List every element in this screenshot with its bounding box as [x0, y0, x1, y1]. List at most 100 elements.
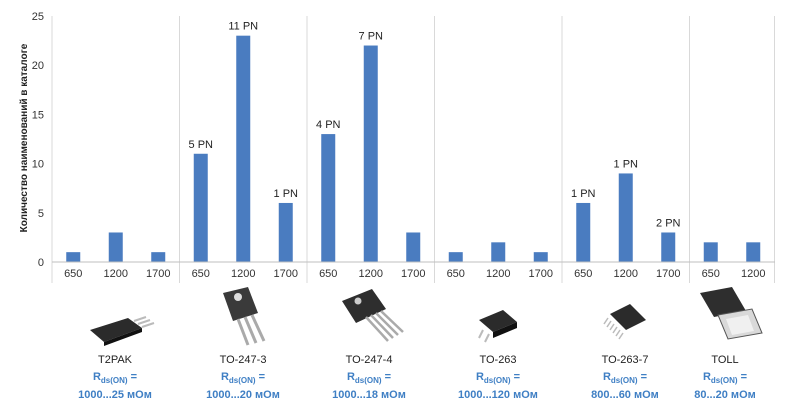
bar	[703, 242, 718, 262]
rds-range: Rds(ON) = 1000...18 мОм	[304, 370, 434, 402]
x-tick-label: 1700	[656, 268, 680, 280]
x-tick-label: 1700	[529, 268, 553, 280]
package-image-to-263-7	[560, 290, 690, 352]
rds-subscript: ds(ON)	[610, 376, 638, 386]
bar-data-label: 1 PN	[571, 188, 596, 200]
bar-data-label: 7 PN	[359, 31, 384, 43]
rds-subscript: ds(ON)	[710, 376, 738, 386]
rds-symbol: R	[220, 371, 229, 383]
bar	[406, 232, 421, 262]
package-name: TOLL	[711, 354, 739, 366]
bar-data-label: 2 PN	[656, 217, 681, 229]
package-name: TO-247-4	[345, 354, 393, 366]
x-tick-label: 1700	[146, 268, 170, 280]
to-263-chip-icon	[478, 310, 517, 343]
rds-symbol: R	[475, 371, 484, 383]
bar	[236, 35, 251, 263]
rds-equals: =	[510, 371, 521, 383]
bar-data-label: 11 PN	[228, 21, 258, 33]
bar	[533, 252, 548, 262]
rds-values: 1000...20 мОм	[206, 389, 280, 402]
y-tick-label: 5	[38, 208, 44, 220]
rds-symbol: R	[602, 371, 611, 383]
package-name: T2PAK	[97, 354, 133, 366]
package-name: TO-247-3	[219, 354, 267, 366]
x-tick-label: 650	[319, 268, 337, 280]
rds-range: Rds(ON) = 1000...20 мОм	[178, 370, 308, 402]
bar	[363, 45, 378, 262]
x-tick-label: 650	[447, 268, 465, 280]
rds-subscript: ds(ON)	[228, 376, 256, 386]
rds-symbol: R	[92, 371, 101, 383]
rds-equals: =	[637, 371, 648, 383]
rds-equals: =	[737, 371, 748, 383]
package-image-to-247-3	[178, 283, 308, 352]
x-tick-label: 1200	[614, 268, 638, 280]
x-tick-label: 1200	[231, 268, 255, 280]
package-image-toll	[660, 283, 790, 352]
rds-range: Rds(ON) = 800...60 мОм	[560, 370, 690, 402]
x-tick-label: 1700	[274, 268, 298, 280]
package-block-t2pak: T2PAK Rds(ON) = 1000...25 мОм	[50, 290, 180, 402]
chart-grid	[51, 16, 775, 283]
rds-range: Rds(ON) = 1000...25 мОм	[50, 370, 180, 402]
package-block-to-247-3: TO-247-3 Rds(ON) = 1000...20 мОм	[178, 283, 308, 402]
bar	[448, 252, 463, 262]
package-block-to-247-4: TO-247-4 Rds(ON) = 1000...18 мОм	[304, 283, 434, 402]
bar	[321, 134, 336, 262]
package-image-to-247-4	[304, 283, 434, 352]
bar-data-label: 4 PN	[316, 119, 341, 131]
bar	[108, 232, 123, 262]
rds-symbol: R	[346, 371, 355, 383]
x-tick-label: 1200	[359, 268, 383, 280]
rds-subscript: ds(ON)	[354, 376, 382, 386]
x-tick-label: 1200	[741, 268, 765, 280]
chart-bars	[66, 35, 761, 263]
rds-values: 1000...25 мОм	[78, 389, 152, 402]
bar	[66, 252, 81, 262]
bar-data-label: 1 PN	[614, 158, 639, 170]
x-tick-label: 650	[192, 268, 210, 280]
t2pak-chip-icon	[90, 316, 155, 346]
x-tick-label: 1200	[104, 268, 128, 280]
x-tick-label: 650	[574, 268, 592, 280]
bar	[151, 252, 166, 262]
rds-equals: =	[255, 371, 266, 383]
bar	[576, 202, 591, 262]
y-tick-label: 25	[32, 11, 44, 23]
y-axis-label: Количество наименований в каталоге	[19, 43, 30, 232]
chart-axes: 0 5 10 15 20 25 650 1200 1700 650 1200 1700 650 1200 1…	[32, 11, 775, 280]
bar	[491, 242, 506, 262]
rds-values: 80...20 мОм	[694, 389, 756, 402]
rds-subscript: ds(ON)	[483, 376, 511, 386]
to-263-7-chip-icon	[603, 304, 646, 340]
rds-range: Rds(ON) = 1000...120 мОм	[433, 370, 563, 402]
x-tick-label: 650	[64, 268, 82, 280]
bar	[746, 242, 761, 262]
package-block-to-263: TO-263 Rds(ON) = 1000...120 мОм	[433, 290, 563, 402]
to-247-3-chip-icon	[223, 287, 266, 346]
chart-data-labels: 5 PN 11 PN 1 PN 4 PN 7 PN 1 PN 1 PN 2 PN	[189, 21, 681, 230]
y-tick-label: 0	[38, 257, 44, 269]
bar	[618, 173, 633, 262]
package-image-t2pak	[50, 290, 180, 352]
rds-subscript: ds(ON)	[100, 376, 128, 386]
rds-range: Rds(ON) = 80...20 мОм	[660, 370, 790, 402]
rds-values: 1000...120 мОм	[458, 389, 538, 402]
bar	[661, 232, 676, 262]
to-247-4-chip-icon	[342, 289, 404, 342]
rds-values: 1000...18 мОм	[332, 389, 406, 402]
rds-equals: =	[127, 371, 138, 383]
bar-data-label: 5 PN	[189, 139, 214, 151]
x-tick-label: 1700	[401, 268, 425, 280]
x-tick-label: 650	[702, 268, 720, 280]
package-block-to-263-7: TO-263-7 Rds(ON) = 800...60 мОм	[560, 290, 690, 402]
package-name: TO-263-7	[601, 354, 649, 366]
bar	[193, 153, 208, 262]
bar	[278, 202, 293, 262]
rds-values: 800...60 мОм	[591, 389, 659, 402]
package-name: TO-263	[479, 354, 517, 366]
bar-data-label: 1 PN	[274, 188, 299, 200]
bar-chart: 5 PN 11 PN 1 PN 4 PN 7 PN 1 PN 1 PN 2 PN 0 5 10 15…	[19, 11, 775, 283]
package-block-toll: TOLL Rds(ON) = 80...20 мОм	[660, 283, 790, 402]
